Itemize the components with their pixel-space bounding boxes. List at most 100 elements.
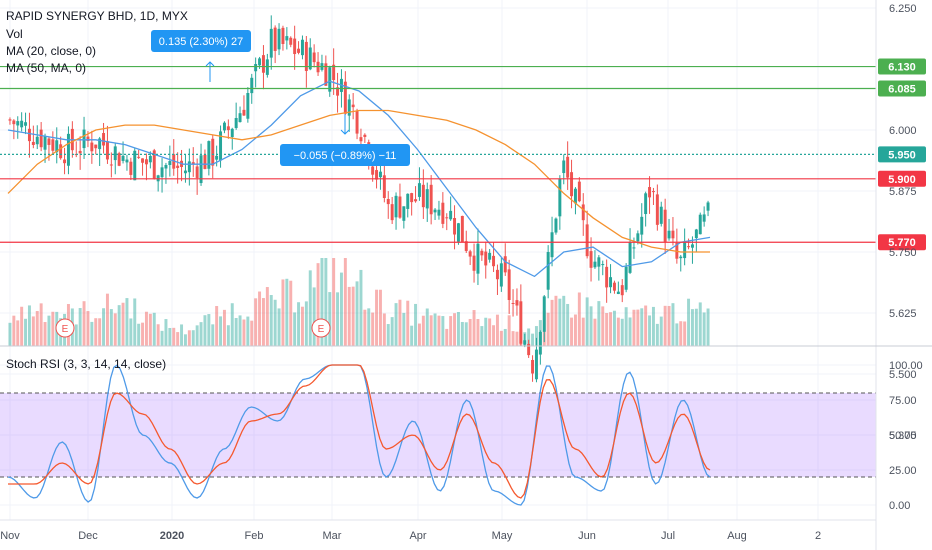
candle-body (359, 137, 363, 142)
volume-bar (258, 291, 262, 346)
indicator-label-ma50: MA (50, MA, 0) (6, 61, 86, 75)
candle-body (168, 161, 172, 165)
volume-bar (277, 308, 281, 346)
volume-bar (242, 319, 246, 346)
candle-body (355, 110, 359, 134)
volume-bar (234, 318, 238, 346)
earnings-marker-label: E (318, 324, 325, 335)
candle-body (219, 131, 223, 161)
candle-body (694, 229, 698, 239)
volume-bar (566, 303, 570, 346)
volume-bar (102, 308, 106, 346)
volume-bar (219, 316, 223, 346)
candle-body (593, 261, 597, 268)
volume-bar (476, 319, 480, 346)
candle-body (480, 250, 484, 256)
rsi-title: Stoch RSI (3, 3, 14, 14, close) (6, 357, 166, 371)
candle-body (238, 113, 242, 123)
volume-bar (164, 319, 168, 346)
candle-body (347, 99, 351, 116)
volume-bar (367, 308, 371, 346)
candle-body (242, 109, 246, 116)
volume-bar (226, 325, 230, 346)
candle-body (351, 104, 355, 108)
measure-callout-box (151, 30, 251, 52)
volume-bar (663, 305, 667, 346)
candle-body (554, 218, 558, 233)
volume-bar (51, 311, 55, 346)
candle-body (390, 204, 394, 221)
level-price-label: 5.900 (888, 174, 916, 186)
candle-body (437, 209, 441, 216)
volume-bar (297, 302, 301, 346)
ma20-line (7, 80, 711, 278)
candle-body (250, 77, 254, 94)
candle-body (441, 202, 445, 224)
volume-bar (464, 322, 468, 346)
volume-bar (113, 313, 117, 346)
candle-body (488, 252, 492, 260)
candle-body (515, 300, 519, 306)
candle-body (585, 224, 589, 257)
volume-bar (332, 258, 336, 346)
volume-bar (655, 323, 659, 346)
candle-body (117, 153, 121, 166)
volume-bars (8, 258, 710, 346)
volume-bar (43, 322, 47, 346)
volume-bar (336, 292, 340, 346)
candle-body (464, 241, 468, 251)
level-price-tag (878, 58, 926, 75)
volume-bar (605, 313, 609, 346)
candle-body (63, 159, 67, 164)
candle-body (417, 183, 421, 197)
candle-body (191, 162, 195, 165)
candle-body (531, 359, 535, 374)
candle-body (492, 255, 496, 267)
volume-bar (679, 321, 683, 346)
volume-bar (628, 317, 632, 346)
volume-bar (180, 324, 184, 346)
candle-body (640, 216, 644, 235)
candle-body (601, 264, 605, 266)
volume-bar (281, 279, 285, 346)
candle-body (644, 193, 648, 215)
volume-bar (27, 305, 31, 346)
candle-body (187, 161, 191, 173)
volume-bar (250, 320, 254, 346)
candle-body (433, 209, 437, 213)
volume-bar (363, 309, 367, 346)
measure-callout-text: −0.055 (−0.89%) −11 (294, 150, 397, 162)
volume-bar (355, 281, 359, 346)
volume-bar (640, 308, 644, 346)
candle-body (55, 140, 59, 153)
candle-body (94, 144, 98, 149)
measure-callout-box (280, 144, 410, 166)
earnings-marker (311, 318, 331, 338)
volume-bar (460, 321, 464, 346)
candle-body (651, 191, 655, 193)
volume-bar (125, 298, 129, 346)
candle-body (472, 255, 476, 271)
volume-bar (320, 258, 324, 346)
volume-bar (109, 309, 113, 346)
measure-callout-text: 0.135 (2.30%) 27 (159, 36, 243, 48)
volume-bar (144, 311, 148, 346)
candle-body (410, 193, 414, 203)
candle-body (35, 136, 39, 145)
rsi-axis: 100.00 75.00 50.00 25.00 0.00 (889, 360, 923, 512)
volume-bar (390, 317, 394, 346)
candle-body (293, 38, 297, 55)
candle-body (566, 156, 570, 178)
candle-body (324, 63, 328, 86)
rsi-tick-label: 50.00 (889, 430, 917, 442)
volume-bar (129, 318, 133, 346)
candle-body (312, 52, 316, 63)
volume-bar (597, 301, 601, 346)
volume-bar (359, 269, 363, 346)
time-tick-label: Jun (578, 530, 596, 542)
volume-bar (429, 315, 433, 346)
volume-bar (620, 318, 624, 346)
candle-body (398, 196, 402, 218)
candle-body (620, 285, 624, 296)
volume-bar (269, 295, 273, 346)
